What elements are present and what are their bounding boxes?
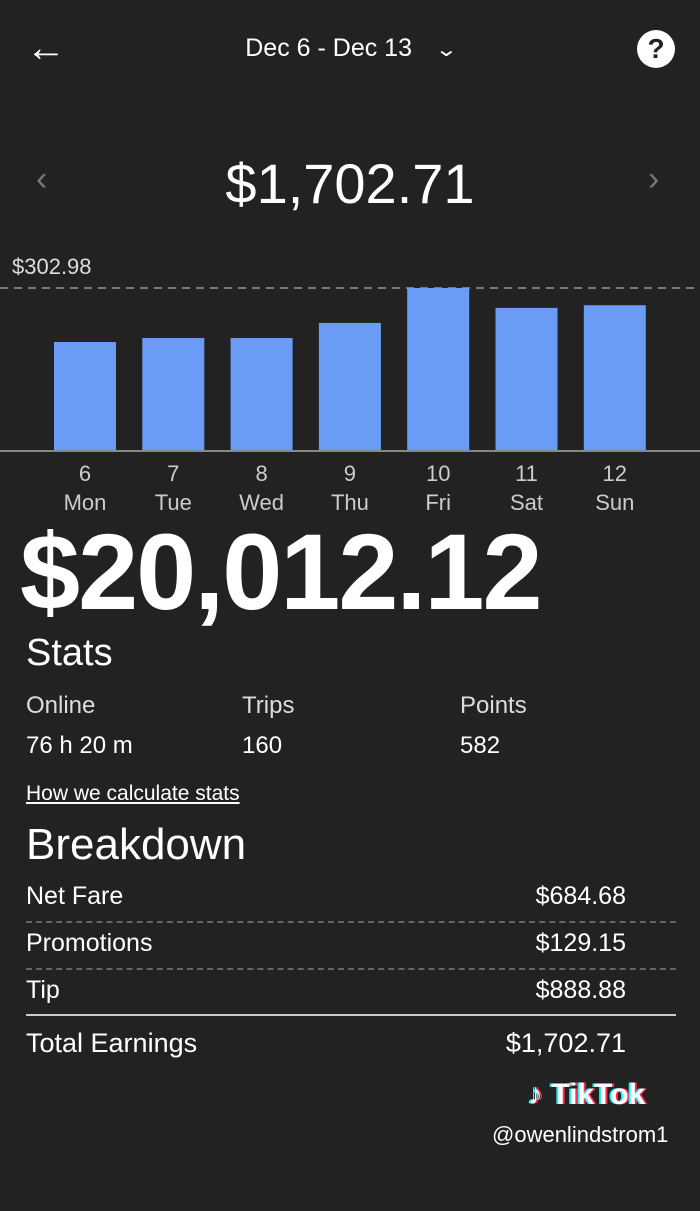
tick-label-date: 10 (426, 461, 450, 486)
next-week-button[interactable]: › (648, 160, 659, 199)
bar-mon[interactable] (54, 342, 116, 451)
row-value: $684.68 (535, 882, 626, 910)
stats-title: Stats (26, 632, 113, 674)
row-label: Tip (26, 976, 60, 1004)
stat-label-points: Points (460, 692, 527, 719)
bar-thu[interactable] (318, 322, 381, 451)
tiktok-brand: TikTok (551, 1078, 646, 1111)
divider (26, 1014, 676, 1016)
tick-label-day: Thu (331, 490, 369, 515)
bar-sun[interactable] (583, 305, 646, 451)
stat-value-points: 582 (460, 732, 501, 759)
tick-label-day: Tue (155, 490, 192, 515)
tick-label-date: 8 (255, 461, 267, 486)
tick-label-day: Sat (510, 490, 543, 515)
stat-label-trips: Trips (242, 692, 295, 719)
tick-label-date: 11 (515, 461, 538, 486)
tick-label-day: Fri (425, 490, 451, 515)
watermark-handle: @owenlindstrom1 (492, 1122, 669, 1147)
tiktok-logo: ♪ TikTok (528, 1078, 645, 1113)
overlay-amount: $20,012.12 (20, 511, 543, 632)
row-value: $129.15 (535, 929, 626, 957)
tiktok-note-icon: ♪ (528, 1078, 543, 1111)
question-icon: ? (647, 33, 665, 64)
tick-label-day: Mon (64, 490, 107, 515)
row-label: Promotions (26, 929, 153, 957)
tick-label-date: 9 (344, 461, 356, 486)
back-button[interactable]: ← (26, 28, 66, 68)
breakdown-row: Tip $888.88 (26, 976, 626, 1005)
breakdown-row: Promotions $129.15 (26, 929, 626, 958)
row-label: Net Fare (26, 882, 124, 910)
tick-label-date: 6 (79, 461, 91, 486)
chevron-right-icon: › (648, 160, 660, 198)
chevron-down-icon: ⌄ (434, 39, 459, 61)
tick-label-day: Sun (595, 490, 634, 515)
tick-label-day: Wed (239, 490, 284, 515)
earnings-bar-chart: 6 Mon 7 Tue 8 Wed 9 Thu 10 Fri 11 Sat 12 Sun (0, 287, 700, 515)
total-earnings-label: Total Earnings (26, 1028, 198, 1058)
tick-label-date: 7 (167, 461, 179, 486)
divider (26, 921, 676, 923)
chevron-left-icon: ‹ (36, 160, 48, 198)
bar-fri[interactable] (407, 288, 470, 451)
date-range-selector[interactable]: Dec 6 - Dec 13 ⌄ (0, 34, 700, 63)
stat-value-online: 76 h 20 m (26, 732, 133, 759)
total-earnings-row: Total Earnings $1,702.71 (26, 1028, 626, 1059)
divider (26, 968, 676, 970)
bar-wed[interactable] (230, 338, 293, 451)
row-value: $888.88 (535, 976, 626, 1004)
breakdown-title: Breakdown (26, 820, 247, 869)
date-range-label: Dec 6 - Dec 13 (245, 34, 412, 62)
arrow-left-icon: ← (26, 26, 66, 70)
breakdown-row: Net Fare $684.68 (26, 882, 626, 911)
stat-label-online: Online (26, 692, 96, 719)
bar-tue[interactable] (142, 338, 205, 451)
chart-max-label: $302.98 (12, 254, 92, 279)
weekly-total: $1,702.71 (225, 152, 475, 215)
how-we-calculate-link[interactable]: How we calculate stats (26, 782, 240, 805)
total-earnings-value: $1,702.71 (505, 1028, 626, 1058)
stat-value-trips: 160 (242, 732, 283, 759)
prev-week-button[interactable]: ‹ (36, 160, 47, 199)
tick-label-date: 12 (603, 461, 627, 486)
bar-sat[interactable] (495, 307, 558, 451)
help-button[interactable]: ? (637, 30, 675, 68)
